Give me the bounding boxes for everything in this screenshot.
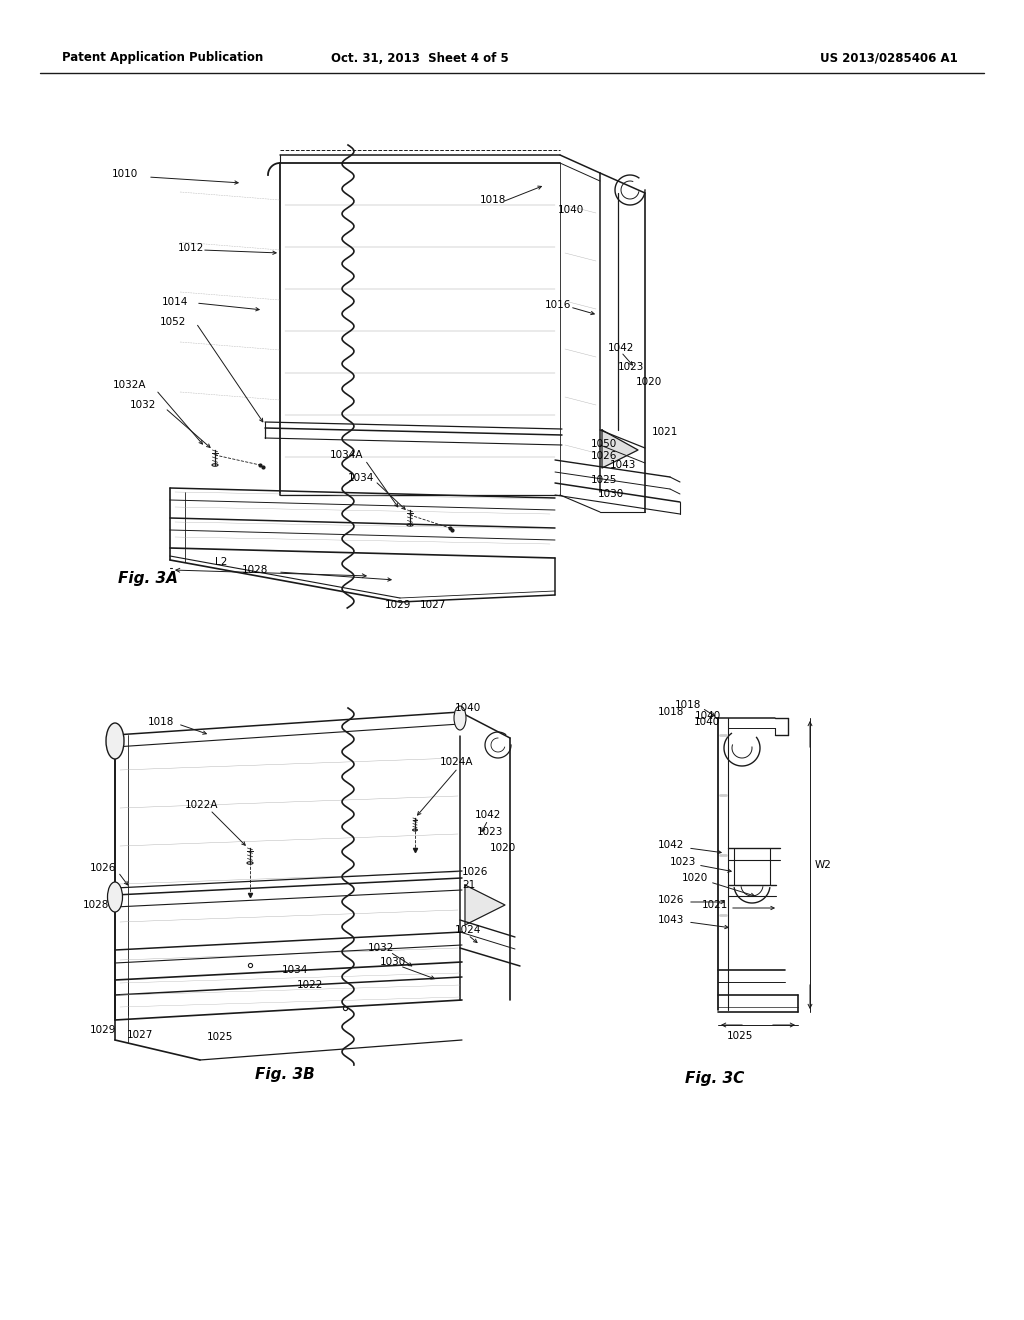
Text: 1014: 1014	[162, 297, 188, 308]
Text: 1025: 1025	[591, 475, 617, 484]
Text: 1021: 1021	[652, 426, 678, 437]
Text: 1040: 1040	[455, 704, 481, 713]
Text: 1034A: 1034A	[330, 450, 364, 459]
Text: 1034: 1034	[282, 965, 308, 975]
Text: 1043: 1043	[658, 915, 684, 925]
Text: Fig. 3A: Fig. 3A	[118, 570, 178, 586]
Text: 1042: 1042	[658, 840, 684, 850]
Text: 1010: 1010	[112, 169, 138, 180]
Text: 1032: 1032	[130, 400, 157, 411]
Text: 1052: 1052	[160, 317, 186, 327]
Text: Fig. 3B: Fig. 3B	[255, 1068, 314, 1082]
Ellipse shape	[454, 706, 466, 730]
Text: 1018: 1018	[148, 717, 174, 727]
Text: 1043: 1043	[610, 459, 636, 470]
Text: 1025: 1025	[727, 1031, 754, 1041]
Text: 1040: 1040	[694, 717, 720, 727]
Ellipse shape	[106, 723, 124, 759]
Text: 1029: 1029	[385, 601, 412, 610]
Text: 1020: 1020	[636, 378, 663, 387]
Text: L2: L2	[215, 557, 227, 568]
Text: 1025: 1025	[207, 1032, 233, 1041]
Text: 1026: 1026	[462, 867, 488, 876]
Text: W2: W2	[815, 861, 831, 870]
Text: Patent Application Publication: Patent Application Publication	[62, 51, 263, 65]
Text: 1026: 1026	[90, 863, 117, 873]
Text: 1018: 1018	[658, 708, 684, 717]
Polygon shape	[602, 430, 638, 469]
Text: 1042: 1042	[608, 343, 635, 352]
Text: 1032: 1032	[368, 942, 394, 953]
Text: 1018: 1018	[480, 195, 507, 205]
Text: US 2013/0285406 A1: US 2013/0285406 A1	[820, 51, 957, 65]
Text: 1050: 1050	[591, 440, 617, 449]
Text: 1027: 1027	[420, 601, 446, 610]
Text: 1040: 1040	[558, 205, 585, 215]
Text: 1040: 1040	[695, 711, 721, 721]
Text: 1020: 1020	[682, 873, 709, 883]
Text: 1042: 1042	[475, 810, 502, 820]
Ellipse shape	[108, 882, 123, 912]
Text: 1012: 1012	[178, 243, 205, 253]
Text: 1028: 1028	[242, 565, 268, 576]
Text: 1024A: 1024A	[440, 756, 473, 767]
Text: 1034: 1034	[348, 473, 375, 483]
Text: 1027: 1027	[127, 1030, 154, 1040]
Text: Oct. 31, 2013  Sheet 4 of 5: Oct. 31, 2013 Sheet 4 of 5	[331, 51, 509, 65]
Text: Fig. 3C: Fig. 3C	[685, 1071, 744, 1085]
Text: 1029: 1029	[90, 1026, 117, 1035]
Text: 1024: 1024	[455, 925, 481, 935]
Text: 1023: 1023	[477, 828, 504, 837]
Text: 1023: 1023	[670, 857, 696, 867]
Text: 1028: 1028	[83, 900, 110, 909]
Text: 1030: 1030	[380, 957, 407, 968]
Text: 1022: 1022	[297, 979, 324, 990]
Text: 1021: 1021	[702, 900, 728, 909]
Text: 1016: 1016	[545, 300, 571, 310]
Text: 1032A: 1032A	[113, 380, 146, 389]
Text: 21: 21	[462, 880, 475, 890]
Text: 1020: 1020	[490, 843, 516, 853]
Text: 1030: 1030	[598, 488, 625, 499]
Polygon shape	[465, 884, 505, 925]
Text: 1023: 1023	[618, 362, 644, 372]
Text: 1026: 1026	[591, 451, 617, 461]
Text: 1026: 1026	[658, 895, 684, 906]
Text: 1018: 1018	[675, 700, 701, 710]
Text: 1022A: 1022A	[185, 800, 218, 810]
